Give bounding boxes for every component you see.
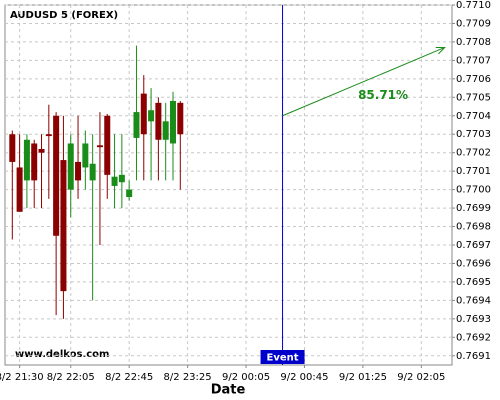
- candle-body: [118, 174, 125, 183]
- candle-body: [111, 176, 118, 186]
- candle-body: [133, 112, 140, 138]
- candle-body: [162, 121, 169, 140]
- event-label: Event: [267, 353, 299, 364]
- y-tick-label: 0.7702: [456, 148, 491, 159]
- candle-body: [155, 102, 162, 140]
- candle-body: [31, 143, 38, 181]
- candle-body: [177, 102, 184, 135]
- y-tick-label: 0.7710: [456, 0, 491, 11]
- candle-body: [23, 139, 30, 181]
- candle-body: [104, 115, 111, 175]
- candle-body: [67, 143, 74, 190]
- candle-body: [60, 160, 67, 292]
- candle-body: [75, 161, 82, 181]
- y-tick-label: 0.7693: [456, 314, 491, 325]
- y-tick-label: 0.7695: [456, 277, 491, 288]
- y-tick-label: 0.7705: [456, 92, 491, 103]
- x-tick-label: 9/2 00:45: [280, 372, 328, 383]
- event-label-box: [260, 350, 305, 364]
- x-tick-label: 8/2 23:25: [164, 372, 212, 383]
- y-tick-label: 0.7692: [456, 332, 491, 343]
- x-tick-label: 8/2 21:30: [0, 372, 44, 383]
- y-tick-label: 0.7691: [456, 351, 491, 362]
- y-tick-label: 0.7707: [456, 55, 491, 66]
- candle-body: [82, 143, 89, 168]
- plot-frame: [4, 4, 453, 366]
- x-tick-label: 9/2 00:05: [222, 372, 270, 383]
- y-tick-label: 0.7704: [456, 111, 491, 122]
- y-tick-label: 0.7709: [456, 18, 491, 29]
- y-tick-label: 0.7701: [456, 166, 491, 177]
- arrow-line: [282, 47, 445, 117]
- y-tick-label: 0.7694: [456, 295, 491, 306]
- candle-body: [148, 110, 155, 122]
- candle-body: [45, 134, 52, 137]
- x-tick-label: 8/2 22:05: [47, 372, 95, 383]
- x-tick-label: 9/2 02:05: [397, 372, 445, 383]
- candle-body: [126, 189, 133, 197]
- y-tick-label: 0.7706: [456, 74, 491, 85]
- candle-body: [9, 134, 16, 162]
- y-tick-label: 0.7699: [456, 203, 491, 214]
- chart-title: AUDUSD 5 (FOREX): [10, 10, 118, 21]
- y-tick-label: 0.7696: [456, 258, 491, 269]
- y-tick-label: 0.7698: [456, 222, 491, 233]
- y-tick-label: 0.7703: [456, 129, 491, 140]
- x-tick-label: 8/2 22:45: [105, 372, 153, 383]
- x-tick-label: 9/2 01:25: [339, 372, 387, 383]
- candle-body: [96, 145, 103, 148]
- candle-body: [53, 115, 60, 236]
- y-tick-label: 0.7700: [456, 185, 491, 196]
- candle-body: [89, 163, 96, 181]
- candle-body: [38, 149, 45, 153]
- arrow-label: 85.71%: [358, 88, 408, 102]
- x-axis-label: Date: [211, 383, 246, 398]
- arrow-head: [435, 46, 446, 55]
- candle-body: [16, 167, 23, 212]
- watermark: www.delkos.com: [15, 349, 109, 360]
- y-tick-label: 0.7697: [456, 240, 491, 251]
- y-tick-label: 0.7708: [456, 37, 491, 48]
- candle-body: [169, 101, 176, 144]
- candle-body: [140, 93, 147, 135]
